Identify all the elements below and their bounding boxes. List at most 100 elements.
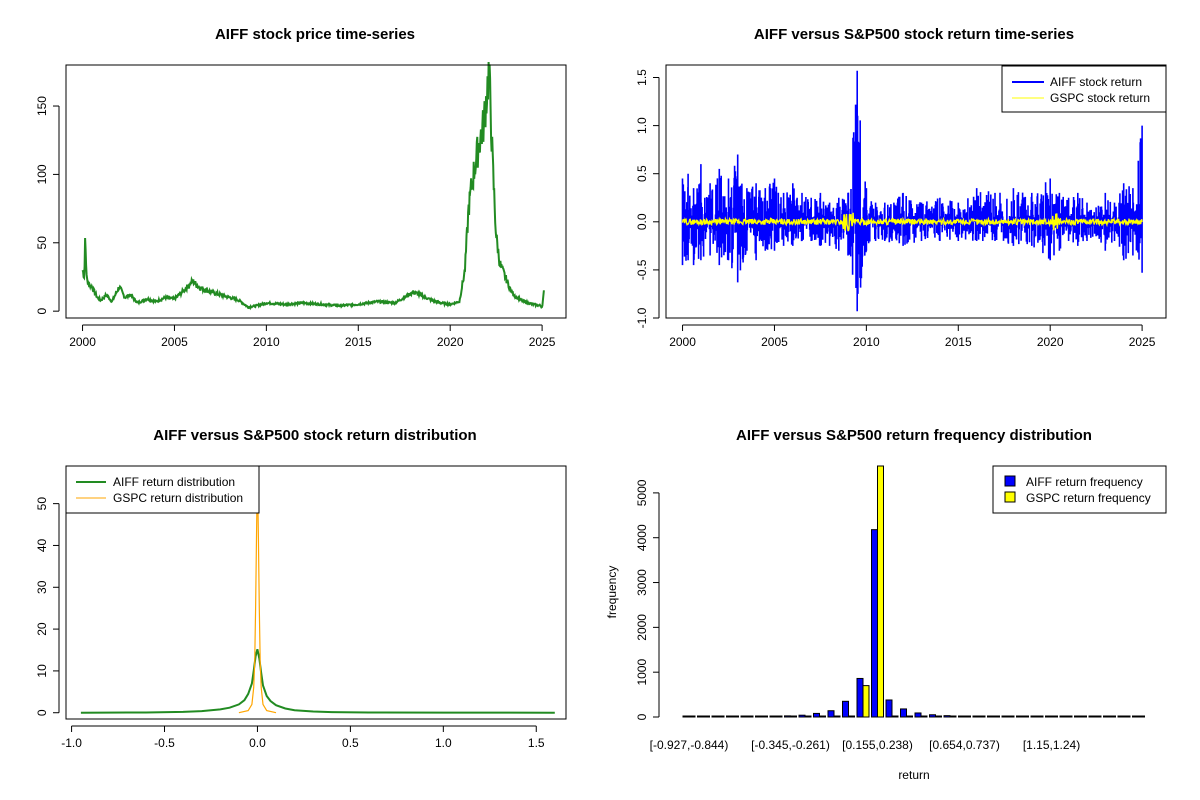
bar-aiff bbox=[943, 715, 951, 718]
bar-aiff bbox=[711, 715, 719, 718]
x-tick-label: 2020 bbox=[437, 335, 464, 349]
bar-gspc bbox=[891, 715, 899, 718]
bar-gspc bbox=[877, 465, 884, 718]
bar-aiff bbox=[1088, 715, 1096, 718]
y-tick-label: 0 bbox=[35, 308, 49, 315]
x-tick-label: 1.5 bbox=[528, 736, 545, 750]
panel-price: AIFF stock price time-series 2000 2005 201… bbox=[35, 26, 567, 349]
x-tick-label: 2015 bbox=[945, 335, 972, 349]
y-tick-label: 50 bbox=[35, 497, 49, 511]
bar-gspc bbox=[920, 715, 928, 718]
y-tick-label: 150 bbox=[35, 96, 49, 116]
legend-label-aiff-frequency: AIFF return frequency bbox=[1026, 475, 1143, 489]
x-tick-label: 2010 bbox=[253, 335, 280, 349]
y-tick-label: -1.0 bbox=[635, 307, 649, 328]
bar-aiff bbox=[1001, 715, 1009, 718]
bar-aiff bbox=[1059, 715, 1067, 718]
x-tick-label: [0.654,0.737) bbox=[929, 738, 1000, 752]
bar-aiff bbox=[697, 715, 704, 718]
bar-gspc bbox=[703, 715, 710, 718]
aiff-density-line bbox=[80, 648, 555, 714]
bar-gspc bbox=[993, 715, 1000, 718]
returns-legend-box bbox=[1001, 65, 1167, 113]
x-tick-label: 2000 bbox=[69, 335, 96, 349]
bar-aiff bbox=[856, 677, 864, 718]
bar-gspc bbox=[804, 715, 812, 718]
y-tick-label: 3000 bbox=[635, 569, 649, 596]
bar-aiff bbox=[885, 699, 893, 718]
y-tick-label: 20 bbox=[35, 622, 49, 636]
bar-aiff bbox=[726, 715, 733, 718]
x-tick-label: [-0.345,-0.261) bbox=[751, 738, 830, 752]
panel-frequency: AIFF versus S&P500 return frequency dist… bbox=[605, 427, 1167, 782]
legend-label-gspc-return: GSPC stock return bbox=[1050, 91, 1150, 105]
x-tick-label: 0.0 bbox=[249, 736, 266, 750]
x-tick-label: 2005 bbox=[761, 335, 788, 349]
y-tick-label: 0 bbox=[635, 713, 649, 720]
y-tick-label: 0 bbox=[35, 709, 49, 716]
y-tick-label: 0.0 bbox=[635, 213, 649, 230]
bar-aiff bbox=[798, 714, 806, 718]
legend-label-aiff-return: AIFF stock return bbox=[1050, 75, 1142, 89]
legend-label-aiff-distribution: AIFF return distribution bbox=[113, 475, 235, 489]
bar-aiff bbox=[740, 715, 748, 718]
bar-aiff bbox=[900, 708, 907, 718]
bar-aiff bbox=[1074, 715, 1081, 718]
bar-aiff bbox=[1030, 715, 1038, 718]
y-tick-label: 1.0 bbox=[635, 117, 649, 134]
x-tick-label: 2005 bbox=[161, 335, 188, 349]
bar-gspc bbox=[1065, 715, 1073, 718]
bar-aiff bbox=[1016, 715, 1023, 718]
bar-gspc bbox=[1080, 715, 1087, 718]
bar-aiff bbox=[914, 712, 922, 718]
bar-gspc bbox=[761, 715, 768, 718]
bar-aiff bbox=[827, 710, 835, 718]
x-tick-label: 1.0 bbox=[435, 736, 452, 750]
x-tick-label: -0.5 bbox=[154, 736, 175, 750]
x-tick-label: 2020 bbox=[1037, 335, 1064, 349]
bar-gspc bbox=[848, 715, 855, 718]
bar-aiff bbox=[842, 700, 849, 718]
bar-aiff bbox=[1103, 715, 1110, 718]
bar-aiff bbox=[784, 715, 791, 718]
bar-aiff bbox=[682, 715, 690, 718]
frequency-x-axis-label: return bbox=[898, 768, 929, 782]
y-tick-label: 30 bbox=[35, 580, 49, 594]
x-tick-label: 2010 bbox=[853, 335, 880, 349]
x-tick-label: -1.0 bbox=[61, 736, 82, 750]
legend-label-gspc-distribution: GSPC return distribution bbox=[113, 491, 243, 505]
frequency-plot-area: 0 1000 2000 3000 4000 5000 [-0.927,-0.844) [-0.… bbox=[635, 465, 1145, 752]
x-tick-label: [-0.927,-0.844) bbox=[650, 738, 729, 752]
returns-plot-area: 2000 2005 2010 2015 2020 2025 -1.0 -0.5 0.0 0.5 1.… bbox=[635, 69, 1156, 349]
price-chart-title: AIFF stock price time-series bbox=[215, 26, 415, 43]
bar-gspc bbox=[1138, 715, 1145, 718]
y-tick-label: 1000 bbox=[635, 659, 649, 686]
legend-swatch-aiff-frequency bbox=[1004, 475, 1016, 487]
x-tick-label: 2000 bbox=[669, 335, 696, 349]
bar-gspc bbox=[978, 715, 986, 718]
bar-aiff bbox=[972, 715, 980, 718]
y-tick-label: 4000 bbox=[635, 524, 649, 551]
frequency-legend-box bbox=[992, 465, 1167, 514]
bar-gspc bbox=[1051, 715, 1058, 718]
frequency-chart-title: AIFF versus S&P500 return frequency dist… bbox=[736, 427, 1092, 444]
x-tick-label: [0.155,0.238) bbox=[842, 738, 913, 752]
bar-gspc bbox=[1007, 715, 1015, 718]
bar-aiff bbox=[1117, 715, 1125, 718]
legend-label-gspc-frequency: GSPC return frequency bbox=[1026, 491, 1151, 505]
bar-aiff bbox=[987, 715, 994, 718]
y-tick-label: 0.5 bbox=[635, 165, 649, 182]
bar-aiff bbox=[958, 715, 965, 718]
price-series-line bbox=[81, 61, 545, 311]
bar-gspc bbox=[1022, 715, 1029, 718]
bar-gspc bbox=[746, 715, 754, 718]
bar-gspc bbox=[949, 715, 957, 718]
bar-aiff bbox=[813, 712, 820, 718]
bar-gspc bbox=[1036, 715, 1044, 718]
bar-aiff bbox=[755, 715, 762, 718]
bar-gspc bbox=[906, 715, 913, 718]
returns-chart-title: AIFF versus S&P500 stock return time-ser… bbox=[754, 26, 1074, 43]
bar-gspc bbox=[688, 715, 696, 718]
bar-gspc bbox=[717, 715, 725, 718]
